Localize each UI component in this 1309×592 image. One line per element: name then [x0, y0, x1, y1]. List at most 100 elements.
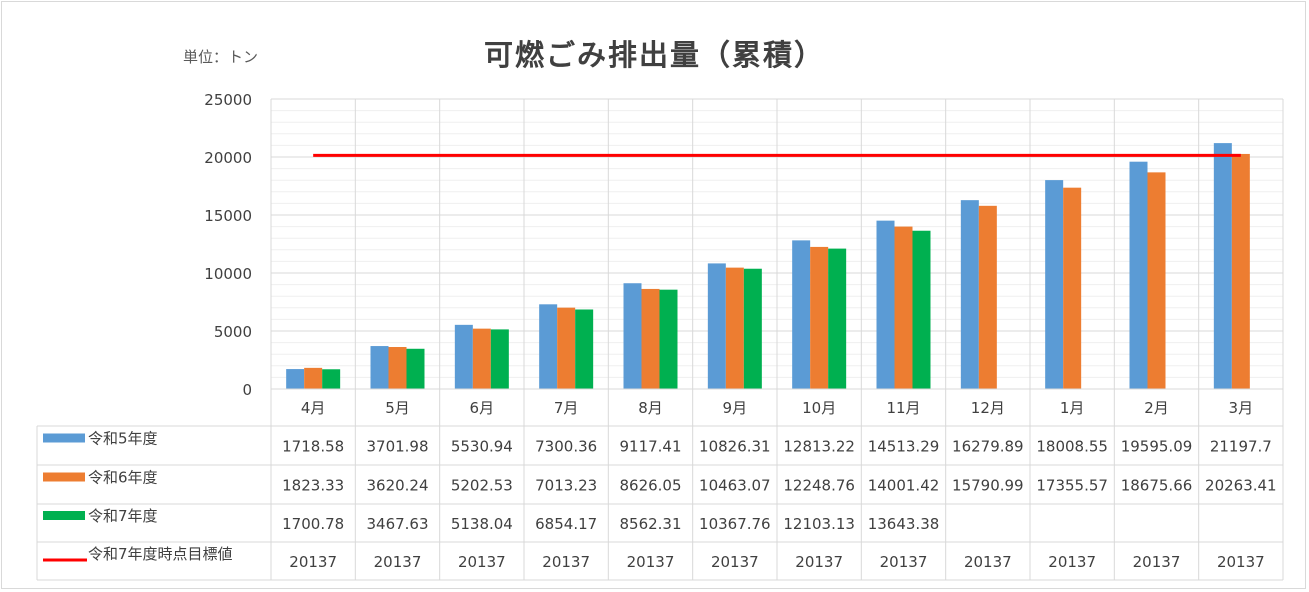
data-label: 20137	[964, 553, 1012, 571]
data-label: 14001.42	[868, 477, 940, 495]
bar	[876, 220, 895, 389]
x-tick-label: 8月	[638, 399, 663, 417]
data-label: 7300.36	[535, 438, 597, 456]
bar	[828, 248, 847, 389]
data-label: 20137	[1217, 553, 1265, 571]
x-tick-label: 7月	[554, 399, 579, 417]
bar	[978, 205, 997, 389]
data-label: 1718.58	[282, 438, 344, 456]
bar	[810, 246, 829, 389]
bar	[370, 346, 389, 389]
x-tick-label: 6月	[470, 399, 495, 417]
bar	[472, 328, 491, 389]
bar	[304, 367, 323, 389]
data-label: 3620.24	[366, 477, 428, 495]
data-label: 1823.33	[282, 477, 344, 495]
y-tick-label: 0	[242, 381, 252, 399]
x-tick-label: 1月	[1060, 399, 1085, 417]
y-tick-label: 5000	[214, 323, 252, 341]
bar	[454, 324, 473, 389]
y-tick-label: 20000	[204, 149, 252, 167]
bar	[912, 230, 931, 389]
legend-label: 令和6年度	[88, 469, 158, 487]
data-label: 5202.53	[451, 477, 513, 495]
bar	[539, 304, 558, 389]
data-label: 21197.7	[1210, 438, 1272, 456]
x-tick-label: 11月	[886, 399, 920, 417]
data-label: 3701.98	[366, 438, 428, 456]
bar	[1231, 153, 1250, 389]
bar	[406, 348, 425, 389]
bar	[490, 329, 509, 389]
legend-key	[43, 511, 85, 520]
x-tick-label: 4月	[301, 399, 326, 417]
data-label: 19595.09	[1121, 438, 1193, 456]
data-label: 1700.78	[282, 515, 344, 533]
data-label: 12103.13	[783, 515, 855, 533]
x-tick-label: 3月	[1229, 399, 1254, 417]
legend-label: 令和7年度時点目標値	[88, 545, 233, 563]
data-label: 20137	[1133, 553, 1181, 571]
data-label: 10826.31	[699, 438, 771, 456]
bar	[322, 369, 341, 389]
legend-label: 令和7年度	[88, 507, 158, 525]
data-label: 20137	[795, 553, 843, 571]
data-label: 12813.22	[783, 438, 855, 456]
bar	[743, 268, 762, 389]
data-label: 17355.57	[1036, 477, 1108, 495]
y-tick-label: 10000	[204, 265, 252, 283]
data-label: 9117.41	[619, 438, 681, 456]
y-tick-label: 25000	[204, 91, 252, 109]
data-label: 10463.07	[699, 477, 771, 495]
data-label: 10367.76	[699, 515, 771, 533]
data-label: 20137	[880, 553, 928, 571]
data-label: 18008.55	[1036, 438, 1108, 456]
data-label: 20137	[711, 553, 759, 571]
bar	[792, 240, 811, 389]
data-label: 15790.99	[952, 477, 1024, 495]
bar	[623, 283, 642, 389]
data-label: 5138.04	[451, 515, 513, 533]
data-label: 8626.05	[619, 477, 681, 495]
bar	[1045, 180, 1064, 389]
legend-key	[43, 433, 85, 443]
data-label: 6854.17	[535, 515, 597, 533]
data-label: 7013.23	[535, 477, 597, 495]
x-tick-label: 12月	[971, 399, 1005, 417]
bar	[641, 288, 660, 389]
bar	[1063, 187, 1082, 389]
bar	[388, 347, 407, 389]
bar	[286, 369, 305, 389]
chart-title: 可燃ごみ排出量（累積）	[483, 38, 825, 72]
bar	[707, 263, 726, 389]
data-label: 20263.41	[1205, 477, 1277, 495]
data-label: 20137	[458, 553, 506, 571]
data-label: 12248.76	[783, 477, 855, 495]
data-label: 13643.38	[868, 515, 940, 533]
data-label: 8562.31	[619, 515, 681, 533]
bar	[1213, 143, 1232, 389]
bar	[1147, 172, 1166, 389]
x-tick-label: 9月	[723, 399, 748, 417]
bar	[725, 267, 744, 389]
bar	[960, 200, 979, 389]
data-label: 20137	[374, 553, 422, 571]
legend-key	[43, 472, 85, 482]
data-label: 3467.63	[366, 515, 428, 533]
data-label: 20137	[542, 553, 590, 571]
y-tick-label: 15000	[204, 207, 252, 225]
data-label: 18675.66	[1121, 477, 1193, 495]
data-label: 16279.89	[952, 438, 1024, 456]
unit-label: 単位：トン	[183, 48, 259, 66]
data-label: 14513.29	[868, 438, 940, 456]
x-tick-label: 5月	[385, 399, 410, 417]
bar	[575, 309, 594, 389]
x-tick-label: 10月	[802, 399, 836, 417]
bar	[894, 226, 913, 389]
data-label: 5530.94	[451, 438, 513, 456]
data-label: 20137	[1048, 553, 1096, 571]
legend-label: 令和5年度	[88, 430, 158, 448]
bar	[557, 307, 576, 389]
